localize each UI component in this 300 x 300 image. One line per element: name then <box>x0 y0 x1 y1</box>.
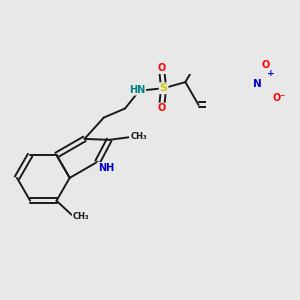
Text: CH₃: CH₃ <box>130 132 147 141</box>
Text: O: O <box>262 60 270 70</box>
Text: +: + <box>267 68 274 77</box>
Text: O: O <box>158 63 166 73</box>
Text: O: O <box>158 103 166 113</box>
Text: O⁻: O⁻ <box>273 93 286 103</box>
Text: CH₃: CH₃ <box>73 212 89 221</box>
Text: NH: NH <box>98 163 114 173</box>
Text: HN: HN <box>129 85 145 95</box>
Text: S: S <box>160 83 168 93</box>
Text: N: N <box>254 79 262 88</box>
